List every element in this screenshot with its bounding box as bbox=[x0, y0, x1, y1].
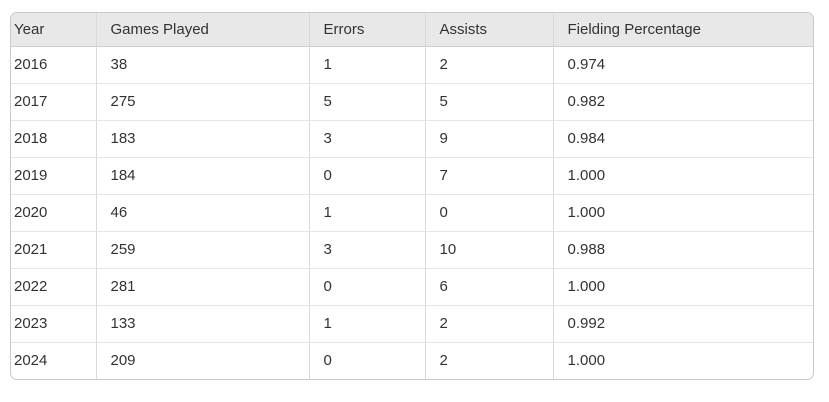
table-cell-games-played: 259 bbox=[96, 231, 310, 269]
table-cell-year: 2021 bbox=[11, 231, 97, 269]
table-cell-assists: 0 bbox=[425, 194, 554, 232]
table-row: 2019 184 0 7 1.000 bbox=[11, 157, 813, 195]
table-cell-year: 2023 bbox=[11, 305, 97, 343]
table-cell-fielding-percentage: 0.992 bbox=[553, 305, 813, 343]
table-cell-fielding-percentage: 0.974 bbox=[553, 46, 813, 84]
table-cell-assists: 7 bbox=[425, 157, 554, 195]
column-header-assists: Assists bbox=[425, 13, 554, 47]
table-cell-year: 2018 bbox=[11, 120, 97, 158]
table-cell-errors: 3 bbox=[309, 120, 426, 158]
table-row: 2018 183 3 9 0.984 bbox=[11, 120, 813, 158]
table-cell-errors: 0 bbox=[309, 157, 426, 195]
column-header-year: Year bbox=[11, 13, 97, 47]
table-cell-errors: 1 bbox=[309, 46, 426, 84]
table-cell-games-played: 133 bbox=[96, 305, 310, 343]
table-cell-errors: 3 bbox=[309, 231, 426, 269]
table-cell-year: 2020 bbox=[11, 194, 97, 232]
table-cell-fielding-percentage: 0.988 bbox=[553, 231, 813, 269]
table-cell-fielding-percentage: 0.982 bbox=[553, 83, 813, 121]
table-cell-assists: 9 bbox=[425, 120, 554, 158]
table-row: 2021 259 3 10 0.988 bbox=[11, 231, 813, 269]
table-cell-errors: 0 bbox=[309, 268, 426, 306]
column-header-errors: Errors bbox=[309, 13, 426, 47]
table-cell-games-played: 281 bbox=[96, 268, 310, 306]
table-cell-assists: 2 bbox=[425, 46, 554, 84]
table-cell-games-played: 183 bbox=[96, 120, 310, 158]
table-row: 2016 38 1 2 0.974 bbox=[11, 46, 813, 84]
table-cell-year: 2016 bbox=[11, 46, 97, 84]
table-row: 2023 133 1 2 0.992 bbox=[11, 305, 813, 343]
table-cell-assists: 2 bbox=[425, 305, 554, 343]
header-row: Year Games Played Errors Assists Fieldin… bbox=[11, 13, 813, 47]
table-cell-year: 2022 bbox=[11, 268, 97, 306]
table-row: 2024 209 0 2 1.000 bbox=[11, 342, 813, 379]
fielding-stats-table-container: Year Games Played Errors Assists Fieldin… bbox=[10, 12, 814, 380]
table-cell-fielding-percentage: 0.984 bbox=[553, 120, 813, 158]
table-cell-games-played: 184 bbox=[96, 157, 310, 195]
table-cell-assists: 6 bbox=[425, 268, 554, 306]
fielding-stats-table: Year Games Played Errors Assists Fieldin… bbox=[11, 13, 813, 379]
column-header-fielding-percentage: Fielding Percentage bbox=[553, 13, 813, 47]
table-row: 2022 281 0 6 1.000 bbox=[11, 268, 813, 306]
table-cell-errors: 1 bbox=[309, 305, 426, 343]
table-cell-errors: 1 bbox=[309, 194, 426, 232]
table-cell-errors: 0 bbox=[309, 342, 426, 379]
table-cell-fielding-percentage: 1.000 bbox=[567, 352, 606, 370]
table-cell-games-played: 275 bbox=[96, 83, 310, 121]
table-cell-fielding-percentage: 1.000 bbox=[553, 157, 813, 195]
table-cell-fielding-percentage: 1.000 bbox=[553, 194, 813, 232]
column-header-games-played: Games Played bbox=[96, 13, 310, 47]
table-cell-year: 2019 bbox=[11, 157, 97, 195]
table-cell-year: 2024 bbox=[11, 342, 97, 379]
table-cell-games-played: 209 bbox=[96, 342, 310, 379]
table-cell-errors: 5 bbox=[309, 83, 426, 121]
table-cell-assists: 5 bbox=[425, 83, 554, 121]
table-cell-fielding-percentage: 1.000 bbox=[553, 268, 813, 306]
table-body: 2016 38 1 2 0.974 2017 275 5 5 0.982 2018 183 3 9 0.98… bbox=[11, 46, 813, 379]
table-cell-assists: 10 bbox=[425, 231, 554, 269]
table-cell-games-played: 46 bbox=[96, 194, 310, 232]
table-row: 2017 275 5 5 0.982 bbox=[11, 83, 813, 121]
table-cell-year: 2017 bbox=[11, 83, 97, 121]
table-cell-assists: 2 bbox=[425, 342, 554, 379]
table-row: 2020 46 1 0 1.000 bbox=[11, 194, 813, 232]
table-cell-games-played: 38 bbox=[96, 46, 310, 84]
